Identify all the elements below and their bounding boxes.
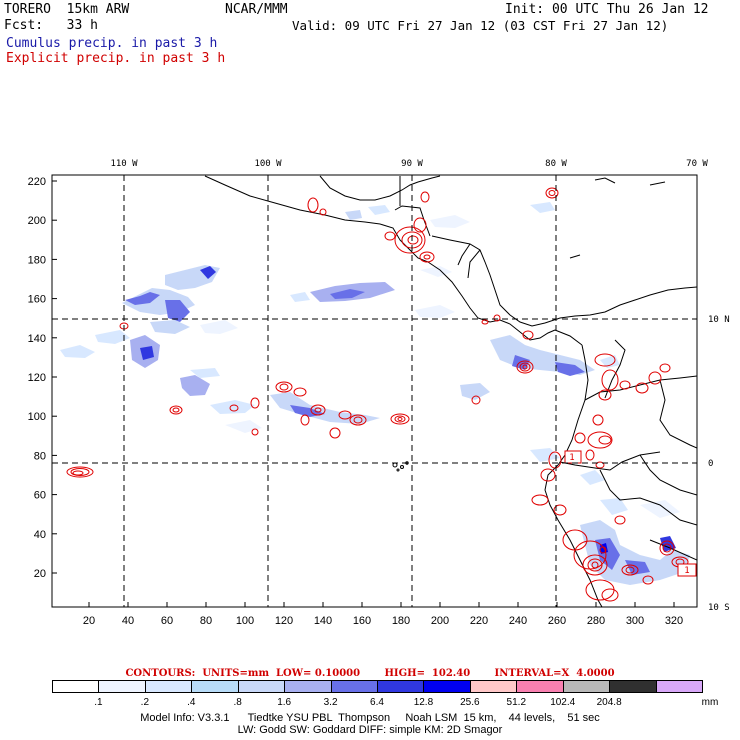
axis-ticks (52, 180, 675, 607)
colorbar-label: .2 (140, 697, 150, 708)
colorbar-cell (516, 680, 564, 693)
y-tick-label: 120 (28, 372, 46, 384)
map-frame (51, 174, 698, 608)
colorbar-cell (469, 680, 518, 693)
colorbar-cell (284, 680, 332, 693)
x-tick-label: 260 (548, 615, 566, 627)
x-tick-label: 140 (314, 615, 332, 627)
model-title: TORERO 15km ARW (4, 2, 130, 17)
explicit-precip-contours (66, 187, 689, 602)
organization-label: NCAR/MMM (225, 2, 288, 17)
x-tick-label: 100 (236, 615, 254, 627)
colorbar-unit: mm (701, 697, 719, 708)
contour-label-box-2 (677, 563, 697, 577)
colorbar-label: 12.8 (413, 697, 434, 708)
x-tick-label: 320 (665, 615, 683, 627)
x-tick-label: 120 (275, 615, 293, 627)
colorbar-cell (98, 680, 146, 693)
contour-label-2: 1 (684, 566, 689, 576)
colorbar-cell (144, 680, 193, 693)
y-tick-label: 200 (28, 215, 46, 227)
colorbar-cell (377, 680, 425, 693)
x-tick-label: 180 (392, 615, 410, 627)
cumulus-legend-label: Cumulus precip. in past 3 h (6, 36, 218, 51)
x-tick-label: 220 (470, 615, 488, 627)
y-tick-label: 40 (34, 529, 46, 541)
colorbar-cell (52, 680, 100, 693)
lon-label-90w: 90 W (401, 159, 423, 169)
lat-label-10n: 10 N (708, 315, 730, 325)
lat-label-10s: 10 S (708, 603, 730, 613)
precipitation-map: 110 W 100 W 90 W 80 W 70 W 10 N 0 10 S 1… (28, 159, 730, 627)
lon-label-110w: 110 W (110, 159, 138, 169)
contour-label-1: 1 (569, 453, 574, 463)
colorbar-label: .8 (233, 697, 242, 708)
valid-time: Valid: 09 UTC Fri 27 Jan 12 (03 CST Fri … (292, 18, 669, 33)
y-tick-label: 180 (28, 254, 46, 266)
model-info-line1: Model Info: V3.3.1 Tiedtke YSU PBL Thomp… (140, 712, 600, 724)
lon-label-100w: 100 W (254, 159, 282, 169)
lon-label-70w: 70 W (686, 159, 708, 169)
y-tick-label: 160 (28, 294, 46, 306)
y-tick-label: 20 (34, 568, 46, 580)
colorbar-label: 6.4 (370, 697, 384, 708)
colorbar-label: 1.6 (277, 697, 292, 708)
x-tick-label: 300 (626, 615, 644, 627)
x-tick-label: 200 (431, 615, 449, 627)
init-time: Init: 00 UTC Thu 26 Jan 12 (505, 2, 709, 17)
colorbar-label: 102.4 (550, 697, 576, 708)
contours-info: CONTOURS: UNITS=mm LOW= 0.10000 HIGH= 10… (125, 668, 615, 679)
x-tick-label: 80 (200, 615, 212, 627)
colorbar-cell (562, 680, 611, 693)
lon-label-80w: 80 W (545, 159, 567, 169)
x-tick-label: 240 (509, 615, 527, 627)
colorbar-cell (609, 680, 657, 693)
colorbar-cell (330, 680, 378, 693)
colorbar-cell (655, 680, 703, 693)
colorbar-cell (237, 680, 286, 693)
explicit-legend-label: Explicit precip. in past 3 h (6, 51, 226, 66)
y-tick-label: 100 (28, 411, 46, 423)
y-tick-label: 80 (34, 450, 46, 462)
forecast-hour: Fcst: 33 h (4, 18, 98, 33)
colorbar-label: .1 (94, 697, 103, 708)
colorbar-cell (423, 680, 471, 693)
model-info-line2: LW: Godd SW: Goddard DIFF: simple KM: 2D… (237, 724, 503, 736)
colorbar-label: 204.8 (596, 697, 622, 708)
colorbar-cell (191, 680, 239, 693)
y-tick-label: 140 (28, 333, 46, 345)
x-tick-label: 60 (161, 615, 173, 627)
colorbar-label: 51.2 (506, 697, 527, 708)
x-tick-label: 160 (353, 615, 371, 627)
coastlines (204, 175, 697, 607)
colorbar-label: .4 (187, 697, 196, 708)
y-tick-label: 220 (28, 176, 46, 188)
cumulus-precip-layer (60, 202, 690, 585)
colorbar-label: 3.2 (323, 697, 338, 708)
x-tick-label: 280 (587, 615, 605, 627)
lat-label-0: 0 (708, 459, 713, 469)
lat-lon-grid (52, 175, 697, 607)
x-tick-label: 20 (83, 615, 95, 627)
x-tick-label: 40 (122, 615, 134, 627)
y-tick-label: 60 (34, 490, 46, 502)
colorbar-label: 25.6 (460, 697, 480, 708)
